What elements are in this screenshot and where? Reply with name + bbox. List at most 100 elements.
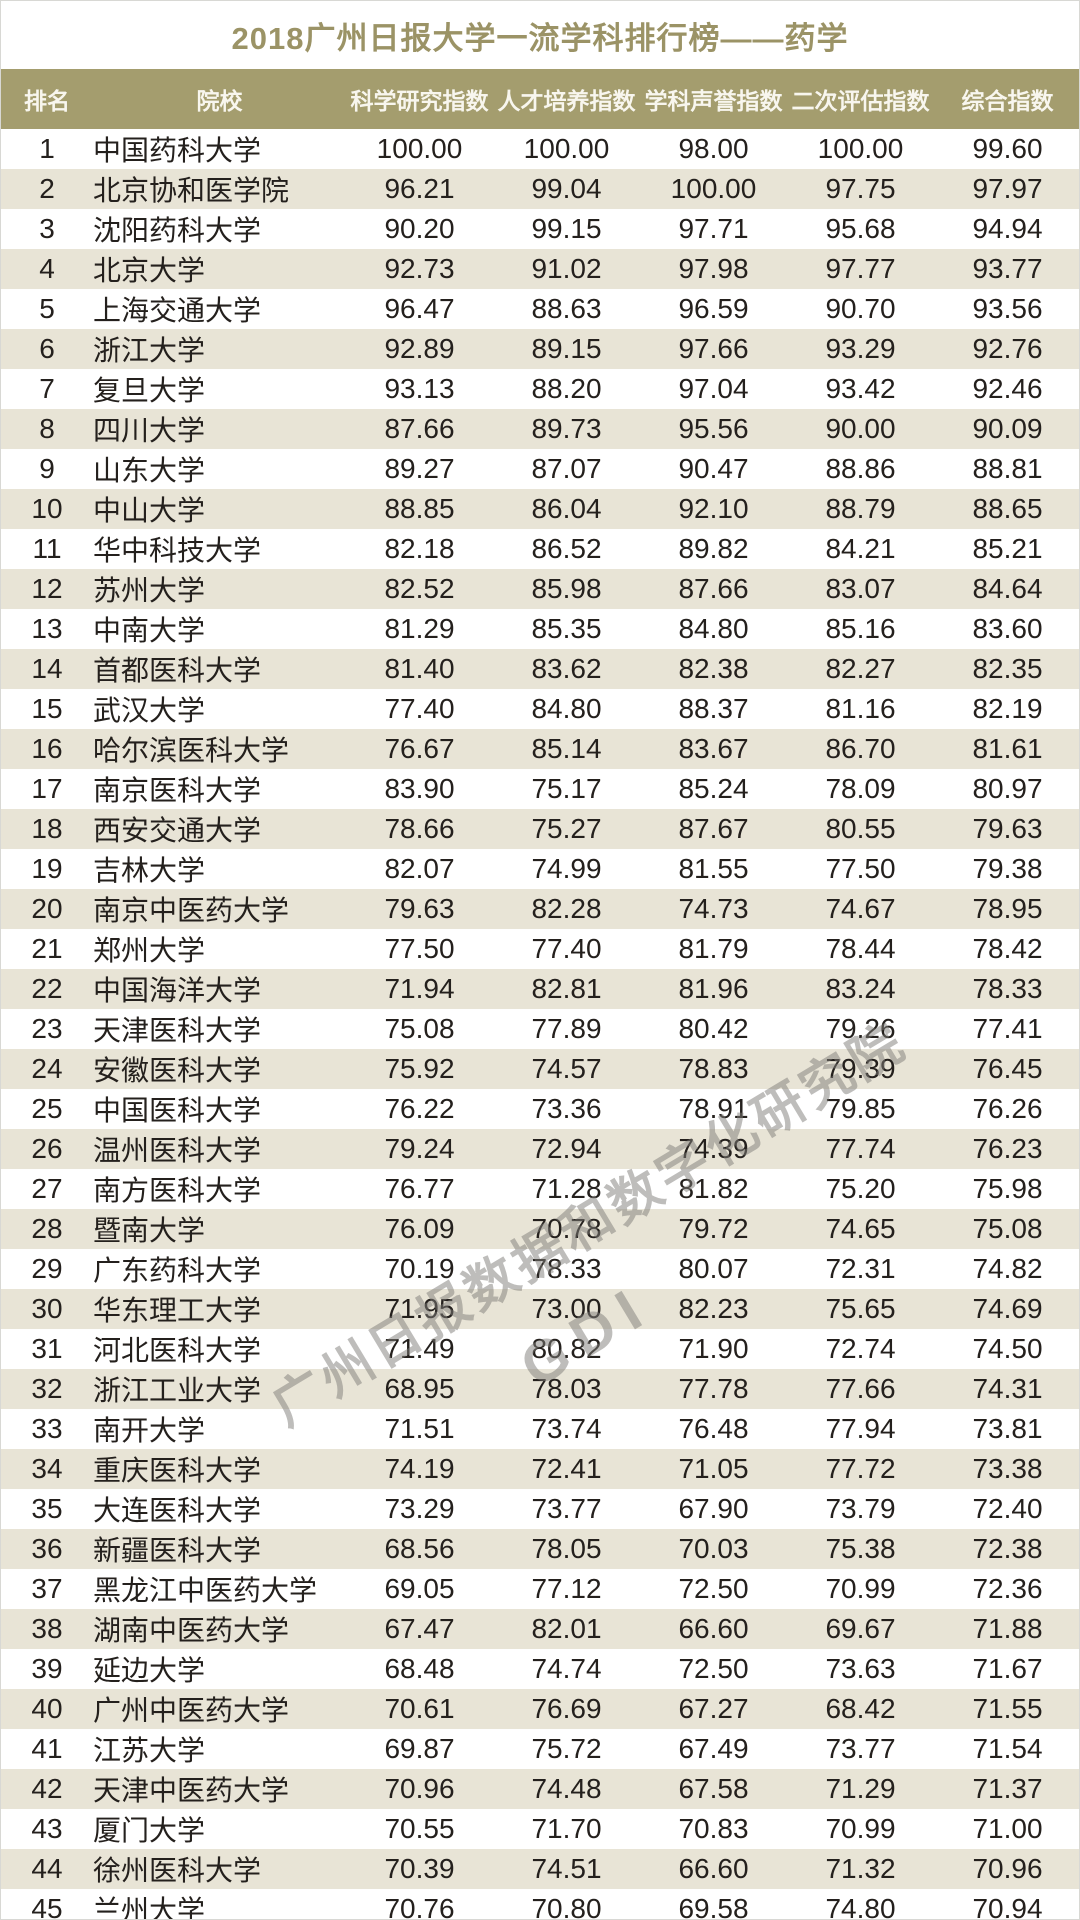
score-secondary: 83.07 bbox=[825, 573, 896, 604]
score-secondary: 77.66 bbox=[825, 1373, 896, 1404]
score-reputation: 98.00 bbox=[678, 133, 749, 164]
rank-cell: 16 bbox=[31, 733, 63, 764]
score-reputation: 67.49 bbox=[678, 1733, 749, 1764]
institution-cell: 华东理工大学 bbox=[93, 1295, 262, 1326]
rank-cell: 35 bbox=[31, 1493, 63, 1524]
score-talent: 86.04 bbox=[531, 493, 602, 524]
score-research: 75.92 bbox=[384, 1053, 455, 1084]
score-secondary: 97.75 bbox=[825, 173, 896, 204]
score-secondary: 71.32 bbox=[825, 1853, 896, 1884]
institution-cell: 四川大学 bbox=[93, 415, 206, 446]
score-composite: 80.97 bbox=[972, 773, 1043, 804]
score-composite: 78.95 bbox=[972, 893, 1043, 924]
score-secondary: 68.42 bbox=[825, 1693, 896, 1724]
institution-cell: 河北医科大学 bbox=[93, 1335, 262, 1366]
score-composite: 72.36 bbox=[972, 1573, 1043, 1604]
score-reputation: 70.03 bbox=[678, 1533, 749, 1564]
table-row: 27 南方医科大学 76.77 71.28 81.82 75.20 75.98 bbox=[1, 1169, 1079, 1209]
score-talent: 73.36 bbox=[531, 1093, 602, 1124]
score-talent: 78.05 bbox=[531, 1533, 602, 1564]
score-talent: 78.03 bbox=[531, 1373, 602, 1404]
score-research: 71.51 bbox=[384, 1413, 455, 1444]
score-secondary: 80.55 bbox=[825, 813, 896, 844]
score-secondary: 82.27 bbox=[825, 653, 896, 684]
score-reputation: 71.05 bbox=[678, 1453, 749, 1484]
score-composite: 70.94 bbox=[972, 1893, 1043, 1920]
table-row: 43 厦门大学 70.55 71.70 70.83 70.99 71.00 bbox=[1, 1809, 1079, 1849]
score-research: 71.49 bbox=[384, 1333, 455, 1364]
table-row: 32 浙江工业大学 68.95 78.03 77.78 77.66 74.31 bbox=[1, 1369, 1079, 1409]
score-talent: 82.81 bbox=[531, 973, 602, 1004]
score-composite: 73.81 bbox=[972, 1413, 1043, 1444]
table-row: 17 南京医科大学 83.90 75.17 85.24 78.09 80.97 bbox=[1, 769, 1079, 809]
score-secondary: 85.16 bbox=[825, 613, 896, 644]
score-secondary: 71.29 bbox=[825, 1773, 896, 1804]
institution-cell: 天津中医药大学 bbox=[93, 1775, 290, 1806]
score-research: 68.48 bbox=[384, 1653, 455, 1684]
score-research: 77.40 bbox=[384, 693, 455, 724]
score-reputation: 81.55 bbox=[678, 853, 749, 884]
score-talent: 78.33 bbox=[531, 1253, 602, 1284]
score-reputation: 66.60 bbox=[678, 1613, 749, 1644]
score-composite: 77.41 bbox=[972, 1013, 1043, 1044]
institution-cell: 西安交通大学 bbox=[93, 815, 262, 846]
score-reputation: 79.72 bbox=[678, 1213, 749, 1244]
score-talent: 77.40 bbox=[531, 933, 602, 964]
table-row: 22 中国海洋大学 71.94 82.81 81.96 83.24 78.33 bbox=[1, 969, 1079, 1009]
score-research: 77.50 bbox=[384, 933, 455, 964]
institution-cell: 兰州大学 bbox=[93, 1895, 206, 1920]
score-composite: 84.64 bbox=[972, 573, 1043, 604]
score-talent: 85.14 bbox=[531, 733, 602, 764]
score-secondary: 93.42 bbox=[825, 373, 896, 404]
institution-cell: 重庆医科大学 bbox=[93, 1455, 262, 1486]
score-talent: 100.00 bbox=[523, 133, 610, 164]
score-secondary: 90.70 bbox=[825, 293, 896, 324]
score-talent: 74.99 bbox=[531, 853, 602, 884]
score-reputation: 70.83 bbox=[678, 1813, 749, 1844]
score-secondary: 75.65 bbox=[825, 1293, 896, 1324]
score-research: 76.22 bbox=[384, 1093, 455, 1124]
score-composite: 71.37 bbox=[972, 1773, 1043, 1804]
score-reputation: 87.66 bbox=[678, 573, 749, 604]
institution-cell: 厦门大学 bbox=[93, 1815, 206, 1846]
institution-cell: 江苏大学 bbox=[93, 1735, 206, 1766]
score-research: 87.66 bbox=[384, 413, 455, 444]
score-research: 71.94 bbox=[384, 973, 455, 1004]
score-talent: 70.78 bbox=[531, 1213, 602, 1244]
page-title: 2018广州日报大学一流学科排行榜——药学 bbox=[231, 20, 849, 56]
rank-cell: 8 bbox=[39, 413, 55, 444]
table-row: 3 沈阳药科大学 90.20 99.15 97.71 95.68 94.94 bbox=[1, 209, 1079, 249]
score-reputation: 69.58 bbox=[678, 1893, 749, 1920]
score-secondary: 95.68 bbox=[825, 213, 896, 244]
table-row: 2 北京协和医学院 96.21 99.04 100.00 97.75 97.97 bbox=[1, 169, 1079, 209]
score-reputation: 87.67 bbox=[678, 813, 749, 844]
score-reputation: 97.98 bbox=[678, 253, 749, 284]
header-institution: 院校 bbox=[196, 88, 243, 114]
institution-cell: 哈尔滨医科大学 bbox=[93, 735, 290, 766]
score-composite: 75.08 bbox=[972, 1213, 1043, 1244]
score-research: 96.21 bbox=[384, 173, 455, 204]
score-secondary: 72.74 bbox=[825, 1333, 896, 1364]
rank-cell: 39 bbox=[31, 1653, 63, 1684]
table-row: 31 河北医科大学 71.49 80.82 71.90 72.74 74.50 bbox=[1, 1329, 1079, 1369]
score-talent: 82.28 bbox=[531, 893, 602, 924]
institution-cell: 徐州医科大学 bbox=[93, 1855, 262, 1886]
score-talent: 70.80 bbox=[531, 1893, 602, 1920]
score-talent: 77.89 bbox=[531, 1013, 602, 1044]
score-composite: 90.09 bbox=[972, 413, 1043, 444]
score-reputation: 67.27 bbox=[678, 1693, 749, 1724]
score-composite: 93.56 bbox=[972, 293, 1043, 324]
score-reputation: 95.56 bbox=[678, 413, 749, 444]
score-composite: 72.38 bbox=[972, 1533, 1043, 1564]
score-research: 83.90 bbox=[384, 773, 455, 804]
score-research: 88.85 bbox=[384, 493, 455, 524]
institution-cell: 广州中医药大学 bbox=[93, 1695, 290, 1726]
score-secondary: 70.99 bbox=[825, 1573, 896, 1604]
score-composite: 74.82 bbox=[972, 1253, 1043, 1284]
score-talent: 73.77 bbox=[531, 1493, 602, 1524]
score-composite: 74.69 bbox=[972, 1293, 1043, 1324]
score-composite: 92.46 bbox=[972, 373, 1043, 404]
score-research: 70.39 bbox=[384, 1853, 455, 1884]
score-secondary: 73.79 bbox=[825, 1493, 896, 1524]
score-research: 92.89 bbox=[384, 333, 455, 364]
